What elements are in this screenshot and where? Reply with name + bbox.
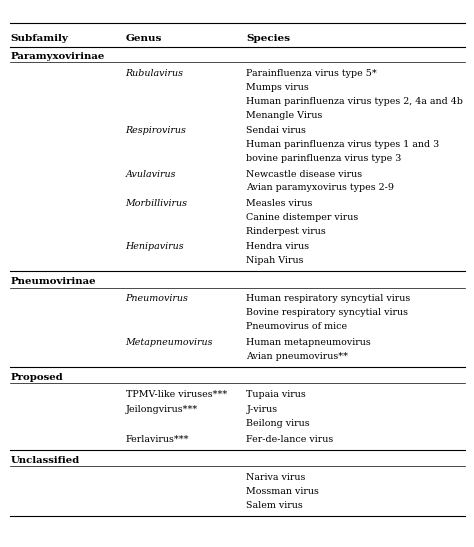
Text: Canine distemper virus: Canine distemper virus	[246, 213, 358, 222]
Text: Paramyxovirinae: Paramyxovirinae	[10, 51, 105, 61]
Text: Nariva virus: Nariva virus	[246, 473, 306, 482]
Text: Pneumovirus of mice: Pneumovirus of mice	[246, 322, 347, 331]
Text: Mossman virus: Mossman virus	[246, 487, 319, 496]
Text: Jeilongvirus***: Jeilongvirus***	[126, 405, 198, 415]
Text: Human parinfluenza virus types 2, 4a and 4b: Human parinfluenza virus types 2, 4a and…	[246, 97, 463, 106]
Text: Sendai virus: Sendai virus	[246, 126, 306, 135]
Text: Beilong virus: Beilong virus	[246, 420, 310, 428]
Text: Tupaia virus: Tupaia virus	[246, 390, 306, 399]
Text: Fer-de-lance virus: Fer-de-lance virus	[246, 435, 334, 444]
Text: Pneumovirinae: Pneumovirinae	[10, 277, 96, 286]
Text: Subfamily: Subfamily	[10, 34, 68, 43]
Text: Avulavirus: Avulavirus	[126, 170, 176, 178]
Text: Respirovirus: Respirovirus	[126, 126, 186, 135]
Text: Avian pneumovirus**: Avian pneumovirus**	[246, 352, 348, 361]
Text: Henipavirus: Henipavirus	[126, 242, 184, 252]
Text: J-virus: J-virus	[246, 405, 277, 415]
Text: Bovine respiratory syncytial virus: Bovine respiratory syncytial virus	[246, 309, 408, 317]
Text: Human parinfluenza virus types 1 and 3: Human parinfluenza virus types 1 and 3	[246, 140, 439, 149]
Text: Genus: Genus	[126, 34, 162, 43]
Text: Unclassified: Unclassified	[10, 456, 80, 465]
Text: Rubulavirus: Rubulavirus	[126, 69, 183, 78]
Text: Morbillivirus: Morbillivirus	[126, 199, 188, 208]
Text: Ferlavirus***: Ferlavirus***	[126, 435, 189, 444]
Text: Newcastle disease virus: Newcastle disease virus	[246, 170, 363, 178]
Text: Rinderpest virus: Rinderpest virus	[246, 227, 326, 236]
Text: Human respiratory syncytial virus: Human respiratory syncytial virus	[246, 294, 410, 304]
Text: Parainfluenza virus type 5*: Parainfluenza virus type 5*	[246, 69, 377, 78]
Text: Hendra virus: Hendra virus	[246, 242, 310, 252]
Text: Metapneumovirus: Metapneumovirus	[126, 338, 213, 347]
Text: bovine parinfluenza virus type 3: bovine parinfluenza virus type 3	[246, 154, 401, 163]
Text: Avian paramyxovirus types 2-9: Avian paramyxovirus types 2-9	[246, 183, 394, 193]
Text: Pneumovirus: Pneumovirus	[126, 294, 188, 304]
Text: Mumps virus: Mumps virus	[246, 83, 309, 92]
Text: Menangle Virus: Menangle Virus	[246, 110, 323, 120]
Text: Species: Species	[246, 34, 290, 43]
Text: Human metapneumovirus: Human metapneumovirus	[246, 338, 371, 347]
Text: TPMV-like viruses***: TPMV-like viruses***	[126, 390, 227, 399]
Text: Salem virus: Salem virus	[246, 501, 303, 510]
Text: Proposed: Proposed	[10, 373, 63, 382]
Text: Measles virus: Measles virus	[246, 199, 313, 208]
Text: Nipah Virus: Nipah Virus	[246, 257, 304, 265]
